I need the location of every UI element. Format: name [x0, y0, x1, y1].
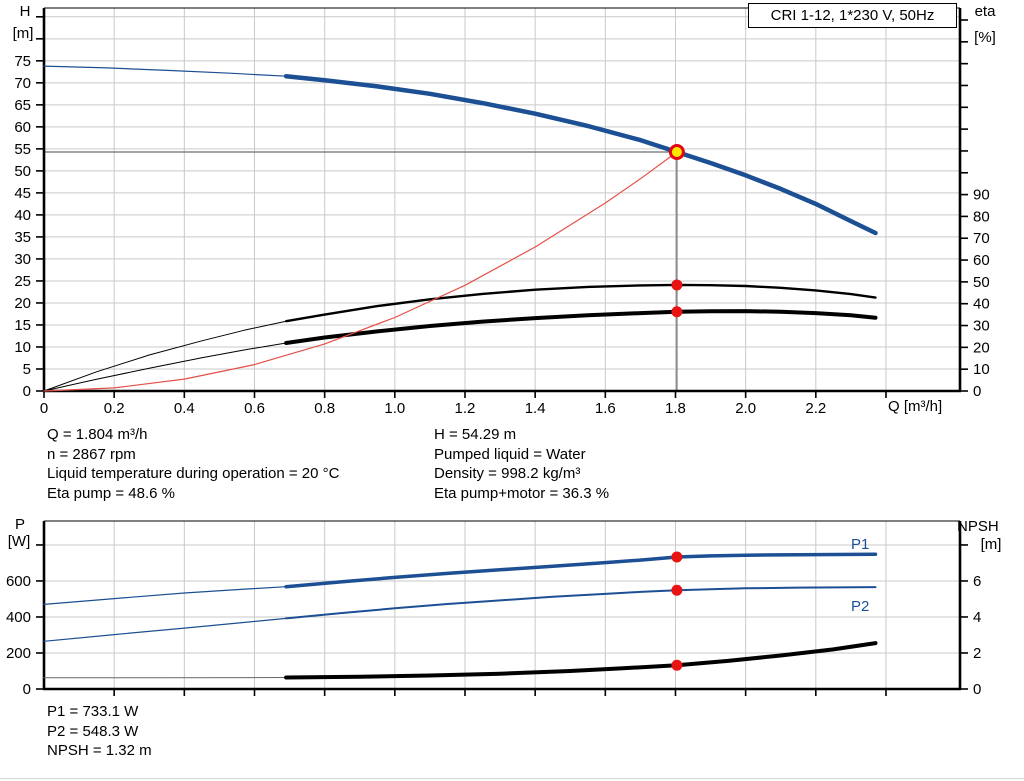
y-right-tick-label: 50 [973, 274, 990, 291]
y-left-tick-label: 0 [23, 383, 31, 400]
x-tick-label: 0.2 [104, 400, 125, 417]
x-tick-label: 0.8 [314, 400, 335, 417]
info-p1: P1 = 733.1 W [47, 703, 139, 720]
info-eta-pump: Eta pump = 48.6 % [47, 484, 175, 502]
q-axis-unit: Q [m³/h] [888, 398, 943, 415]
operating-info-right: H = 54.29 m Pumped liquid = Water Densit… [434, 425, 609, 503]
h-axis-label: H [19, 3, 31, 20]
x-tick-label: 1.8 [665, 400, 686, 417]
y-left-tick-label: 35 [14, 229, 31, 246]
y-left-tick-label: 65 [14, 97, 31, 114]
eta-axis-label: eta [974, 3, 996, 20]
p2-curve [285, 586, 877, 620]
duty-dot [671, 279, 683, 291]
info-liquid: Pumped liquid = Water [434, 445, 586, 463]
p-axis-unit: [W] [7, 533, 31, 550]
y-left-tick-label: 60 [14, 119, 31, 136]
system-curve [43, 151, 678, 392]
y-right-tick-label: 6 [973, 573, 981, 590]
operating-info-left: Q = 1.804 m³/h n = 2867 rpm Liquid tempe… [47, 425, 339, 503]
y-left-tick-label: 20 [14, 295, 31, 312]
info-p2: P2 = 548.3 W [47, 722, 139, 740]
x-tick-label: 0 [40, 400, 48, 417]
x-tick-label: 1.6 [595, 400, 616, 417]
eta-pump-ext [43, 320, 287, 392]
duty-point-marker[interactable] [668, 143, 685, 160]
x-tick-label: 2.2 [805, 400, 826, 417]
qh-eta-chart[interactable]: 0 0.2 0.4 0.6 0.8 1.0 1.2 1.4 1.6 1.8 2.0 2.2 0 5 10 15… [0, 0, 1024, 425]
duty-dot [671, 659, 683, 671]
y-right-tick-label: 60 [973, 252, 990, 269]
y-right-tick-label: 20 [973, 339, 990, 356]
y-right-tick-label: 30 [973, 318, 990, 335]
x-tick-label: 0.6 [244, 400, 265, 417]
y-left-tick-label: 10 [14, 339, 31, 356]
p2-curve-label: P2 [851, 598, 870, 615]
x-tick-label: 1.2 [455, 400, 476, 417]
y-left-tick-label: 25 [14, 273, 31, 290]
info-npsh: NPSH = 1.32 m [47, 742, 152, 760]
npsh-axis-label: NPSH [957, 518, 999, 535]
y-left-tick-label: 15 [14, 317, 31, 334]
info-head: H = 54.29 m [434, 426, 517, 443]
y-right-tick-label: 0 [973, 681, 981, 698]
y-left-tick-label: 0 [23, 681, 31, 698]
x-tick-label: 0.4 [174, 400, 195, 417]
y-right-tick-label: 2 [973, 645, 981, 662]
eta-axis-unit: [%] [974, 29, 996, 46]
y-right-tick-label: 40 [973, 296, 990, 313]
y-left-tick-label: 75 [14, 53, 31, 70]
p-axis-label: P [14, 516, 25, 533]
y-left-tick-label: 200 [6, 645, 31, 662]
bottom-divider [0, 778, 1024, 779]
qh-curve [283, 73, 878, 236]
y-left-tick-label: 600 [6, 573, 31, 590]
y-left-tick-label: 400 [6, 609, 31, 626]
p1-curve [284, 552, 878, 589]
h-axis-unit: [m] [12, 25, 34, 42]
info-density: Density = 998.2 kg/m³ [434, 465, 581, 483]
eta-pump-curve [284, 283, 877, 323]
duty-dot [671, 584, 683, 596]
npsh-curve [284, 641, 878, 680]
npsh-axis-unit: [m] [980, 536, 1002, 553]
duty-dot [671, 306, 683, 318]
y-left-tick-label: 5 [23, 361, 31, 378]
eta-pump-motor-ext [43, 342, 287, 392]
y-right-tick-label: 80 [973, 208, 990, 225]
power-npsh-chart[interactable]: 0 200 400 600 0 2 4 6 [0, 515, 1024, 700]
eta-pump-motor-curve [284, 309, 878, 345]
pump-title-box: CRI 1-12, 1*230 V, 50Hz [748, 3, 957, 28]
x-tick-label: 1.4 [525, 400, 546, 417]
y-right-tick-label: 70 [973, 230, 990, 247]
y-right-tick-label: 10 [973, 361, 990, 378]
p2-curve-ext [43, 617, 287, 642]
y-left-tick-label: 50 [14, 163, 31, 180]
info-temperature: Liquid temperature during operation = 20… [47, 465, 340, 483]
y-left-tick-label: 70 [14, 75, 31, 92]
y-left-tick-label: 55 [14, 141, 31, 158]
p1-curve-label: P1 [851, 536, 870, 553]
y-left-tick-label: 30 [14, 251, 31, 268]
qh-curve-ext [43, 65, 287, 77]
info-flow: Q = 1.804 m³/h [47, 426, 148, 443]
p1-curve-ext [43, 586, 287, 606]
info-speed: n = 2867 rpm [47, 445, 136, 463]
duty-dot [671, 551, 683, 563]
y-right-tick-label: 4 [973, 609, 981, 626]
x-tick-label: 2.0 [735, 400, 756, 417]
y-left-tick-label: 45 [14, 185, 31, 202]
y-right-tick-label: 0 [973, 383, 981, 400]
info-eta-pump-motor: Eta pump+motor = 36.3 % [434, 484, 610, 502]
power-info: P1 = 733.1 W P2 = 548.3 W NPSH = 1.32 m [47, 702, 152, 761]
x-tick-label: 1.0 [384, 400, 405, 417]
y-left-tick-label: 40 [14, 207, 31, 224]
y-right-tick-label: 90 [973, 187, 990, 204]
